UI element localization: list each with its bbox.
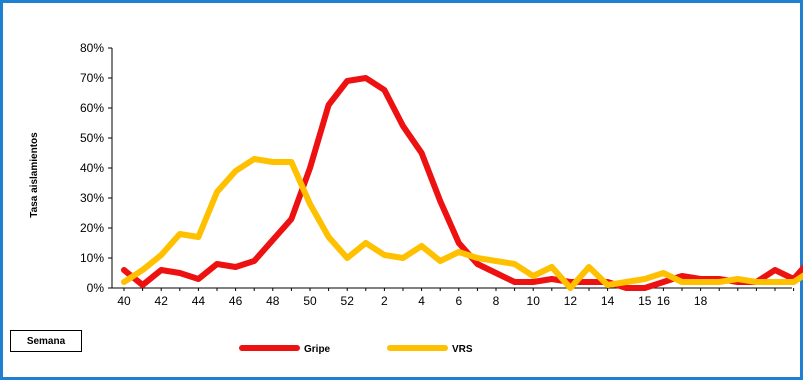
x-tick-label: 14 [601, 294, 615, 308]
series-layer [121, 75, 803, 291]
y-tick-label: 0% [87, 281, 105, 295]
x-axis-label: Semana [10, 330, 82, 352]
x-tick-label: 15 [638, 294, 652, 308]
x-tick-label: 42 [155, 294, 169, 308]
x-tick-label: 52 [341, 294, 355, 308]
y-tick-label: 60% [80, 101, 104, 115]
x-tick-label: 44 [192, 294, 206, 308]
y-tick-label: 50% [80, 131, 104, 145]
x-tick-label: 2 [381, 294, 388, 308]
x-tick-label: 16 [657, 294, 671, 308]
x-tick-label: 10 [527, 294, 541, 308]
y-tick-label: 70% [80, 71, 104, 85]
x-tick-label: 4 [418, 294, 425, 308]
legend: Gripe VRS [239, 344, 473, 355]
y-axis-label: Tasa aislamientos [29, 132, 40, 218]
x-tick-label: 18 [694, 294, 708, 308]
legend-label: VRS [452, 344, 473, 355]
y-tick-label: 40% [80, 161, 104, 175]
y-tick-label: 30% [80, 191, 104, 205]
x-tick-label: 40 [117, 294, 131, 308]
x-tick-label: 6 [455, 294, 462, 308]
series-line-vrs [121, 156, 803, 291]
y-tick-label: 20% [80, 221, 104, 235]
y-tick-label: 80% [80, 41, 104, 55]
x-tick-label: 12 [564, 294, 578, 308]
x-tick-label: 48 [266, 294, 280, 308]
x-tick-label: 8 [493, 294, 500, 308]
chart-axes: 0%10%20%30%40%50%60%70%80%40 42 44 46 48 50 52… [80, 41, 795, 308]
x-tick-label: 46 [229, 294, 243, 308]
x-tick-label: 50 [303, 294, 317, 308]
legend-label: Gripe [304, 344, 331, 355]
y-tick-label: 10% [80, 251, 104, 265]
